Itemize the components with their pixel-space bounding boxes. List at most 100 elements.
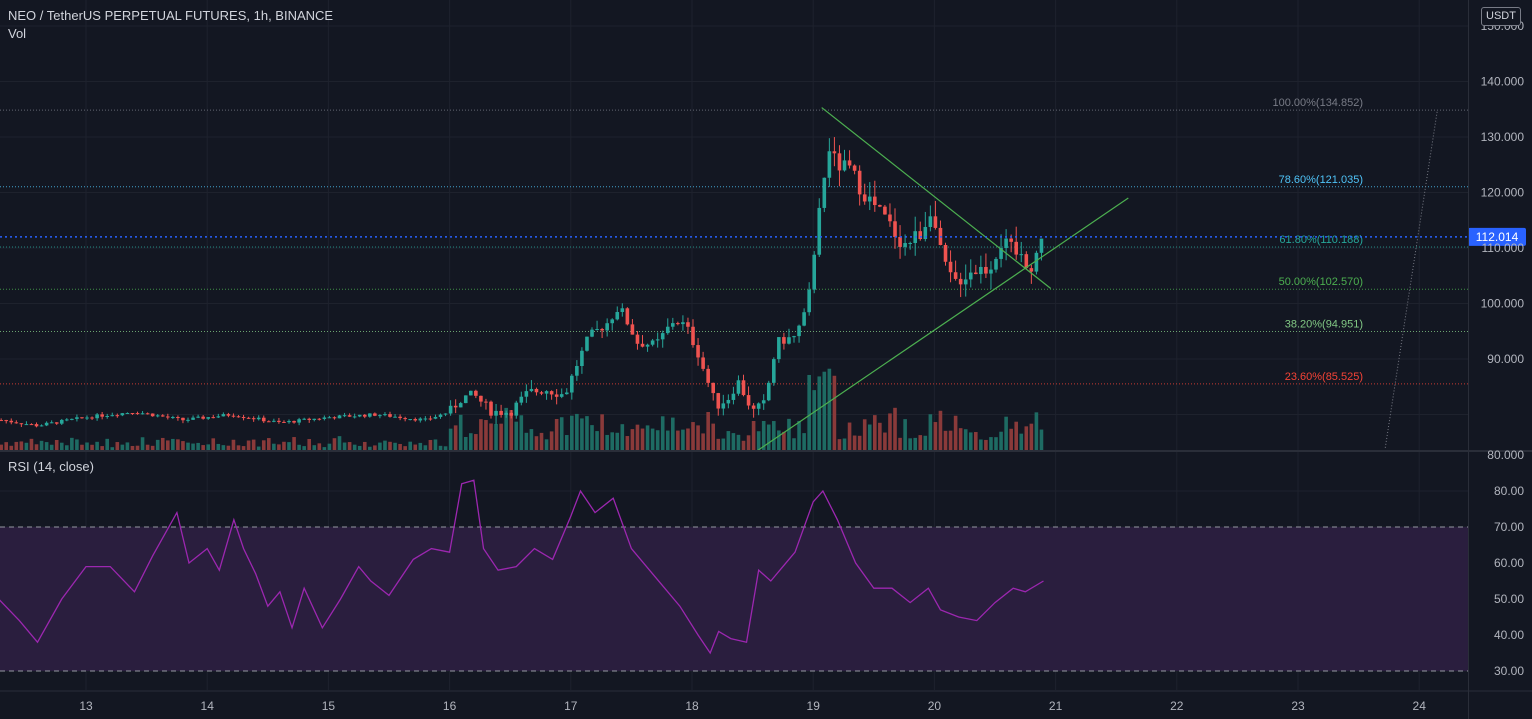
volume-bar xyxy=(29,438,34,450)
volume-bar xyxy=(443,446,448,450)
volume-legend: Vol xyxy=(8,26,27,41)
volume-bar xyxy=(923,435,928,450)
candle-body xyxy=(433,416,438,419)
rsi-tick-label: 60.00 xyxy=(1494,556,1524,570)
volume-bar xyxy=(1014,421,1019,450)
candle-body xyxy=(777,337,781,360)
last-price-label: 112.014 xyxy=(1476,230,1519,244)
volume-bar xyxy=(388,441,392,450)
time-tick-label: 23 xyxy=(1291,699,1305,713)
symbol-title: NEO / TetherUS PERPETUAL FUTURES, 1h, BI… xyxy=(8,8,334,23)
candle-body xyxy=(393,416,397,418)
volume-bar xyxy=(479,419,483,450)
currency-badge[interactable]: USDT xyxy=(1481,7,1521,26)
volume-bar xyxy=(524,432,529,450)
candle-body xyxy=(1029,268,1034,272)
candlesticks xyxy=(0,137,1044,428)
candle-body xyxy=(181,417,185,421)
volume-bar xyxy=(691,422,695,450)
price-tick-label: 100.000 xyxy=(1481,297,1525,311)
time-tick-label: 22 xyxy=(1170,699,1184,713)
volume-bar xyxy=(418,442,423,450)
volume-bar xyxy=(938,410,943,450)
volume-bar xyxy=(787,418,791,450)
candle-body xyxy=(216,416,221,418)
candle-body xyxy=(918,231,923,240)
candle-body xyxy=(812,254,817,290)
volume-bar xyxy=(953,415,958,450)
candle-body xyxy=(928,216,933,227)
candle-body xyxy=(539,392,544,394)
candle-body xyxy=(489,401,493,416)
volume-bar xyxy=(70,437,74,450)
candle-body xyxy=(544,391,549,394)
volume-bar xyxy=(655,430,660,450)
candle-body xyxy=(34,424,39,427)
volume-bar xyxy=(105,438,110,450)
volume-bar xyxy=(241,446,246,450)
volume-bar xyxy=(772,421,776,450)
volume-bar xyxy=(994,437,998,450)
candle-body xyxy=(413,419,418,421)
volume-bar xyxy=(368,446,372,450)
volume-bar xyxy=(984,439,988,450)
candle-body xyxy=(160,415,165,417)
volume-bar xyxy=(701,433,705,450)
volume-bar xyxy=(746,435,751,450)
candle-body xyxy=(756,403,761,409)
volume-bar xyxy=(378,442,382,450)
candle-body xyxy=(635,334,640,344)
volume-bar xyxy=(736,434,741,450)
volume-bar xyxy=(898,437,902,450)
candle-body xyxy=(70,418,74,420)
volume-bar xyxy=(44,442,49,450)
candle-body xyxy=(671,323,675,327)
candle-body xyxy=(398,416,402,419)
price-tick-label: 80.000 xyxy=(1487,448,1524,462)
candle-body xyxy=(287,420,291,423)
volume-bar xyxy=(297,444,301,450)
candle-body xyxy=(226,414,231,416)
volume-bar xyxy=(676,430,680,450)
candle-body xyxy=(115,415,120,417)
volume-bar xyxy=(307,439,312,450)
volume-bar xyxy=(312,445,317,450)
fib-retracement[interactable]: 100.00%(134.852) 78.60%(121.035) 61.80%(11… xyxy=(0,97,1468,448)
trend-lines[interactable] xyxy=(757,107,1129,452)
candle-body xyxy=(1024,254,1029,269)
volume-bar xyxy=(817,376,822,450)
volume-bar xyxy=(398,443,402,450)
volume-bar xyxy=(120,444,125,450)
volume-bar xyxy=(453,425,458,450)
candle-body xyxy=(979,266,983,275)
candle-body xyxy=(297,419,301,423)
volume-bar xyxy=(766,424,771,450)
volume-bar xyxy=(559,417,564,450)
candle-body xyxy=(145,413,150,415)
volume-bar xyxy=(948,430,953,450)
candle-body xyxy=(373,413,377,416)
volume-bar xyxy=(39,440,44,450)
volume-bar xyxy=(575,413,579,450)
time-tick-label: 17 xyxy=(564,699,578,713)
candle-body xyxy=(842,160,847,171)
candle-body xyxy=(615,312,620,320)
volume-bar xyxy=(645,425,650,450)
volume-bar xyxy=(842,438,847,450)
candle-body xyxy=(29,424,34,426)
volume-bar xyxy=(570,415,574,450)
candle-body xyxy=(1019,254,1024,256)
volume-bar xyxy=(115,442,120,450)
volume-bar xyxy=(24,442,29,450)
candle-body xyxy=(590,329,594,337)
candle-body xyxy=(135,413,140,415)
candle-body xyxy=(327,417,332,419)
volume-bar xyxy=(428,439,433,450)
volume-bar xyxy=(130,445,135,450)
candle-body xyxy=(514,402,519,416)
volume-bar xyxy=(665,430,670,450)
volume-bar xyxy=(85,442,89,450)
volume-bar xyxy=(756,431,761,450)
volume-bar xyxy=(620,424,625,450)
